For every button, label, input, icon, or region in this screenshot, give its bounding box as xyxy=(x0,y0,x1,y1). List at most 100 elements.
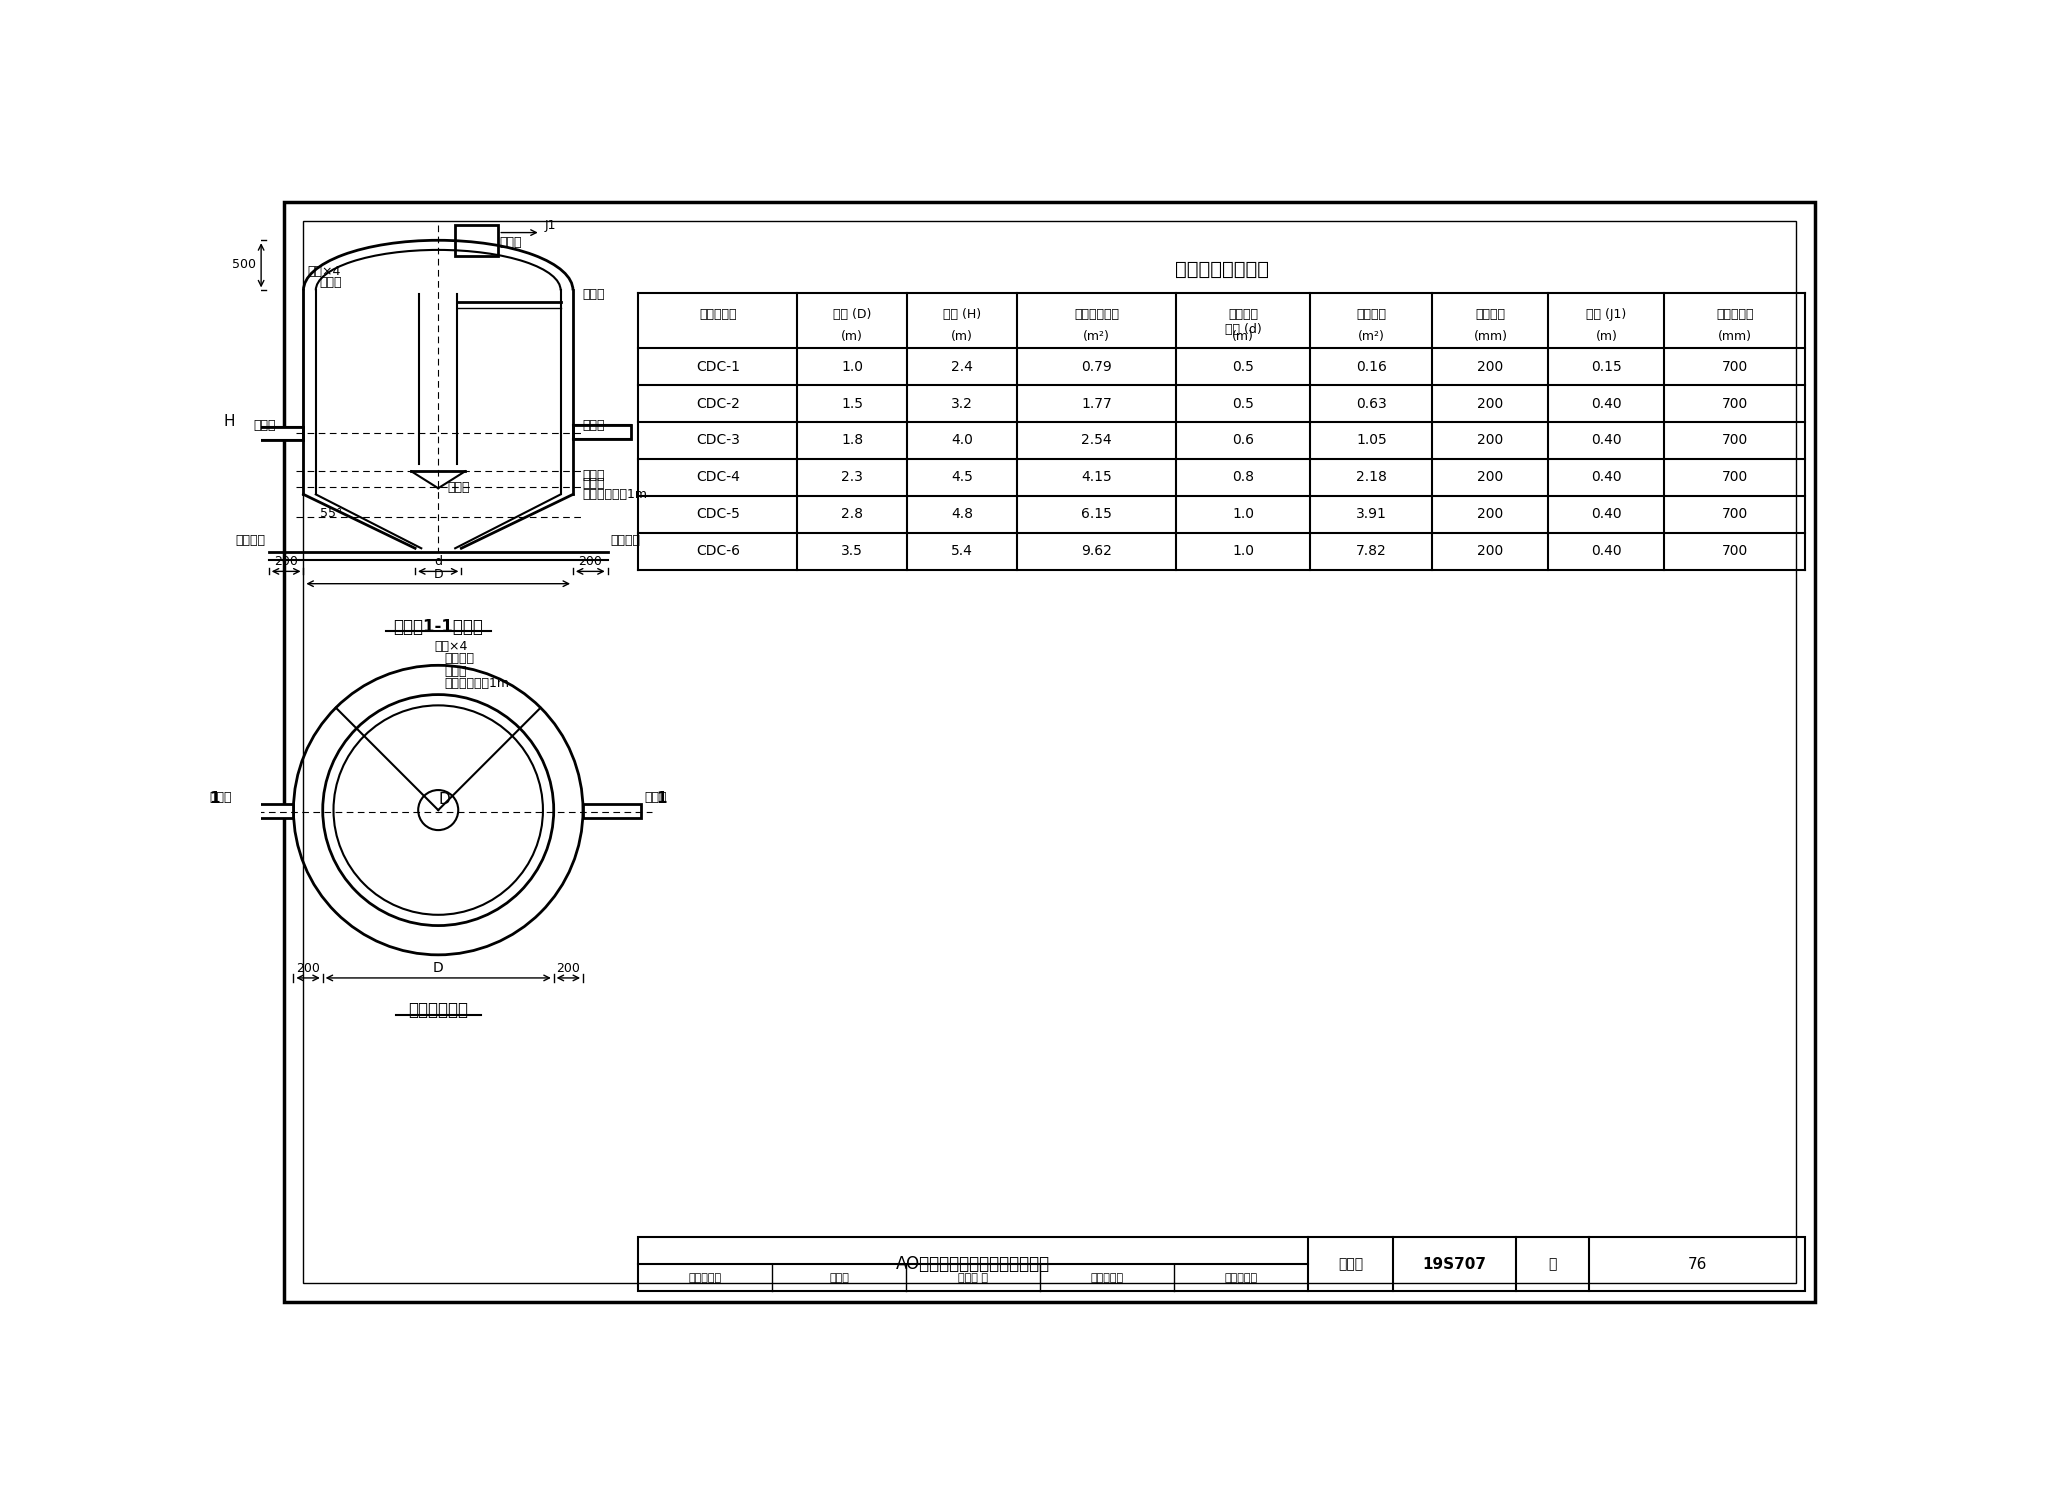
Text: 沉淀池规格尺寸表: 沉淀池规格尺寸表 xyxy=(1176,261,1268,278)
Text: 0.5: 0.5 xyxy=(1233,359,1253,374)
Text: (m): (m) xyxy=(1595,331,1618,344)
Text: 距离 (J1): 距离 (J1) xyxy=(1587,308,1626,322)
Text: 丁从阳: 丁从阳 xyxy=(829,1273,850,1284)
Text: 3.91: 3.91 xyxy=(1356,508,1386,521)
Bar xyxy=(584,804,641,817)
Text: D: D xyxy=(438,792,451,807)
Text: 1.0: 1.0 xyxy=(1233,545,1253,558)
Text: 高度 (H): 高度 (H) xyxy=(942,308,981,322)
Bar xyxy=(573,424,631,439)
Text: 0.40: 0.40 xyxy=(1591,471,1622,484)
Text: 沉淀池1-1剖面图: 沉淀池1-1剖面图 xyxy=(393,618,483,636)
Text: 3.2: 3.2 xyxy=(950,396,973,411)
Text: (m²): (m²) xyxy=(1358,331,1384,344)
Text: 2.4: 2.4 xyxy=(950,359,973,374)
Text: 底板外沿: 底板外沿 xyxy=(1475,308,1505,322)
Text: 泥斗容积: 泥斗容积 xyxy=(1356,308,1386,322)
Text: 0.8: 0.8 xyxy=(1233,471,1253,484)
Bar xyxy=(639,1237,1804,1291)
Text: D: D xyxy=(432,960,444,975)
Text: 直径 (D): 直径 (D) xyxy=(834,308,870,322)
Text: 200: 200 xyxy=(274,555,299,569)
Bar xyxy=(455,225,498,256)
Text: 0.16: 0.16 xyxy=(1356,359,1386,374)
Text: 200: 200 xyxy=(1477,545,1503,558)
Text: 吊耳×4: 吊耳×4 xyxy=(307,265,340,278)
Text: 76: 76 xyxy=(1688,1257,1706,1272)
Text: 沉淀池型号: 沉淀池型号 xyxy=(698,308,737,322)
Text: (m): (m) xyxy=(842,331,862,344)
Text: 图集号: 图集号 xyxy=(1337,1257,1364,1272)
Text: CDC-2: CDC-2 xyxy=(696,396,739,411)
Text: 500: 500 xyxy=(231,259,256,271)
Text: 沉淀池平面图: 沉淀池平面图 xyxy=(408,1001,469,1018)
Text: 700: 700 xyxy=(1722,545,1747,558)
Text: 19S707: 19S707 xyxy=(1423,1257,1487,1272)
Text: CDC-1: CDC-1 xyxy=(696,359,739,374)
Text: 喇叭口: 喇叭口 xyxy=(582,469,604,482)
Text: 高度方向间距1m: 高度方向间距1m xyxy=(582,488,647,502)
Text: 2.18: 2.18 xyxy=(1356,471,1386,484)
Text: J1: J1 xyxy=(545,219,555,232)
Text: 200: 200 xyxy=(1477,433,1503,448)
Text: 700: 700 xyxy=(1722,433,1747,448)
Text: 200: 200 xyxy=(1477,396,1503,411)
Text: H: H xyxy=(223,414,236,429)
Text: 5.4: 5.4 xyxy=(950,545,973,558)
Text: 0.6: 0.6 xyxy=(1233,433,1253,448)
Text: 底板外沿: 底板外沿 xyxy=(610,535,641,548)
Text: (mm): (mm) xyxy=(1473,331,1507,344)
Text: (m²): (m²) xyxy=(1083,331,1110,344)
Text: 4.15: 4.15 xyxy=(1081,471,1112,484)
Text: CDC-6: CDC-6 xyxy=(696,545,739,558)
Text: 2.8: 2.8 xyxy=(842,508,862,521)
Text: 6.15: 6.15 xyxy=(1081,508,1112,521)
Text: 700: 700 xyxy=(1722,359,1747,374)
Text: d: d xyxy=(434,555,442,569)
Text: 55°: 55° xyxy=(319,508,342,521)
Text: 中心筒: 中心筒 xyxy=(319,277,342,289)
Text: 1.77: 1.77 xyxy=(1081,396,1112,411)
Text: 高度方向间距1m: 高度方向间距1m xyxy=(444,677,510,689)
Text: 审定居竹竹: 审定居竹竹 xyxy=(1225,1273,1257,1284)
Text: CDC-5: CDC-5 xyxy=(696,508,739,521)
Text: 7.82: 7.82 xyxy=(1356,545,1386,558)
Text: 反射板: 反射板 xyxy=(446,481,469,493)
Text: (mm): (mm) xyxy=(1718,331,1751,344)
Text: 4.8: 4.8 xyxy=(950,508,973,521)
Text: 200: 200 xyxy=(1477,508,1503,521)
Text: 200: 200 xyxy=(297,962,319,975)
Text: 底板外沿: 底板外沿 xyxy=(444,652,475,666)
Text: CDC-4: CDC-4 xyxy=(696,471,739,484)
Text: 200: 200 xyxy=(557,962,580,975)
Bar xyxy=(246,427,303,441)
Text: (m): (m) xyxy=(1233,331,1253,344)
Text: 200: 200 xyxy=(578,555,602,569)
Text: 1.05: 1.05 xyxy=(1356,433,1386,448)
Text: 2.54: 2.54 xyxy=(1081,433,1112,448)
Text: 3.5: 3.5 xyxy=(842,545,862,558)
Text: 0.79: 0.79 xyxy=(1081,359,1112,374)
Text: 泥斗底面
直径 (d): 泥斗底面 直径 (d) xyxy=(1225,308,1262,337)
Text: 200: 200 xyxy=(1477,471,1503,484)
Text: 页: 页 xyxy=(1548,1257,1556,1272)
Text: 2.3: 2.3 xyxy=(842,471,862,484)
Text: 检查井直径: 检查井直径 xyxy=(1716,308,1753,322)
Text: 检查井: 检查井 xyxy=(500,235,522,249)
Text: 吊耳×4: 吊耳×4 xyxy=(434,640,467,652)
Text: 校对周 易: 校对周 易 xyxy=(958,1273,989,1284)
Text: CDC-3: CDC-3 xyxy=(696,433,739,448)
Text: 0.5: 0.5 xyxy=(1233,396,1253,411)
Text: 1.8: 1.8 xyxy=(842,433,864,448)
Text: 出水管: 出水管 xyxy=(582,418,604,432)
Text: 0.63: 0.63 xyxy=(1356,396,1386,411)
Text: 0.40: 0.40 xyxy=(1591,433,1622,448)
Text: AO型沉淀池平、剖面图及选型表: AO型沉淀池平、剖面图及选型表 xyxy=(897,1255,1051,1273)
Text: 1: 1 xyxy=(209,791,221,806)
Text: 1.0: 1.0 xyxy=(1233,508,1253,521)
Text: 沉淀池表面积: 沉淀池表面积 xyxy=(1073,308,1118,322)
Text: 700: 700 xyxy=(1722,471,1747,484)
Text: 加强筋: 加强筋 xyxy=(444,664,467,677)
Text: 1.0: 1.0 xyxy=(842,359,862,374)
Text: 底板外沿: 底板外沿 xyxy=(236,535,266,548)
